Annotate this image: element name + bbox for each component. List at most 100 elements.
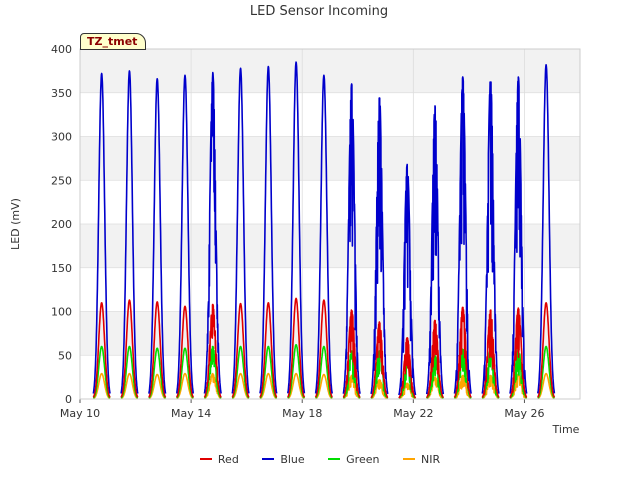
- series-red-day-5: [231, 302, 250, 398]
- series-green-day-2: [148, 347, 167, 399]
- y-tick-label: 0: [65, 393, 72, 406]
- y-tick-label: 200: [51, 218, 72, 231]
- series-blue-day-6: [259, 65, 278, 394]
- chart-title: LED Sensor Incoming: [250, 4, 388, 19]
- series-green-day-10: [370, 350, 389, 399]
- series-green-day-1: [120, 345, 139, 399]
- series-blue: [92, 61, 556, 396]
- series-red-day-1: [120, 299, 139, 398]
- y-tick-label: 400: [51, 43, 72, 56]
- legend-label-blue: Blue: [280, 453, 305, 466]
- series-red-day-9: [342, 309, 361, 398]
- series-green-day-3: [176, 347, 194, 399]
- y-tick-label: 350: [51, 87, 72, 100]
- series-nir-day-8: [314, 373, 333, 400]
- series-blue-day-12: [425, 105, 445, 395]
- series-red-day-3: [175, 305, 195, 398]
- series-nir-day-0: [92, 372, 111, 400]
- series-red-day-8: [314, 299, 333, 398]
- series-red-day-7: [287, 297, 306, 398]
- series-red-day-2: [148, 301, 167, 398]
- series-nir-day-3: [176, 372, 194, 400]
- series-blue-day-0: [92, 72, 111, 394]
- series-green-day-6: [259, 345, 278, 399]
- axes: 0 50 100 150 200 250 300 350 400 May 10 May 14 May …: [51, 43, 581, 420]
- series-nir-day-16: [537, 372, 556, 400]
- legend-swatch-red: [199, 458, 212, 460]
- legend-swatch-green: [328, 458, 341, 460]
- legend: Red Blue Green NIR: [0, 453, 640, 466]
- series-blue-day-7: [287, 61, 306, 394]
- series-nir-day-6: [259, 372, 278, 400]
- series-blue-day-14: [481, 81, 500, 394]
- x-tick-label: May 10: [60, 407, 100, 420]
- y-tick-label: 250: [51, 174, 72, 187]
- series-red-day-13: [453, 306, 472, 398]
- series-blue-day-5: [231, 67, 250, 394]
- y-tick-label: 100: [51, 306, 72, 319]
- series-red-day-14: [481, 309, 500, 398]
- series-blue-day-3: [175, 74, 195, 394]
- series-blue-day-9: [342, 83, 361, 394]
- series-green-day-0: [92, 345, 111, 399]
- series-nir-day-1: [120, 372, 139, 400]
- series-blue-day-11: [398, 163, 417, 396]
- series-blue-day-13: [453, 76, 472, 394]
- series-blue-day-1: [120, 70, 139, 394]
- series-green-day-7: [287, 343, 306, 399]
- series-nir-day-4: [203, 372, 222, 400]
- series-red-day-11: [398, 336, 417, 399]
- x-axis-label: Time: [552, 423, 580, 436]
- series-nir-day-5: [231, 372, 250, 400]
- x-tick-label: May 22: [393, 407, 433, 420]
- legend-swatch-nir: [402, 458, 415, 460]
- legend-item-nir: NIR: [402, 453, 441, 466]
- legend-swatch-blue: [262, 458, 275, 460]
- series-green-day-9: [342, 350, 361, 399]
- x-tick-label: May 26: [504, 407, 544, 420]
- series-blue-day-2: [148, 78, 167, 394]
- legend-label-green: Green: [346, 453, 380, 466]
- series-nir-day-12: [426, 376, 444, 400]
- background-band: [80, 49, 580, 93]
- y-tick-label: 50: [58, 349, 72, 362]
- site-label-tag: TZ_tmet: [80, 33, 147, 50]
- y-tick-label: 300: [51, 131, 72, 144]
- x-tick-label: May 18: [282, 407, 322, 420]
- legend-item-green: Green: [328, 453, 379, 466]
- series-nir-day-13: [453, 374, 472, 400]
- series-red-day-16: [537, 301, 556, 398]
- series-red-day-15: [509, 307, 528, 398]
- series-red-day-0: [92, 301, 111, 398]
- y-axis-label: LED (mV): [9, 198, 22, 250]
- series-blue-day-4: [203, 71, 222, 394]
- series-red: [92, 297, 556, 399]
- y-tick-label: 150: [51, 262, 72, 275]
- plot-border: [79, 48, 581, 400]
- series-green-day-16: [537, 345, 556, 399]
- series-green-day-4: [203, 345, 222, 399]
- series-red-day-10: [370, 321, 389, 399]
- legend-item-blue: Blue: [262, 453, 305, 466]
- series-nir-day-7: [287, 372, 306, 400]
- series-green-day-13: [453, 348, 472, 399]
- legend-label-nir: NIR: [420, 453, 441, 466]
- series-green-day-8: [314, 345, 333, 399]
- series-red-day-6: [259, 301, 278, 398]
- background-band: [80, 136, 580, 181]
- background-band: [80, 224, 580, 268]
- series-blue-day-10: [370, 97, 389, 395]
- series-nir-day-2: [148, 373, 167, 400]
- series-red-day-12: [425, 319, 445, 399]
- legend-label-red: Red: [217, 453, 239, 466]
- x-tick-label: May 14: [171, 407, 211, 420]
- series-blue-day-8: [314, 74, 333, 394]
- legend-item-red: Red: [199, 453, 239, 466]
- series-blue-day-16: [537, 64, 556, 394]
- series-red-day-4: [203, 303, 222, 398]
- series-blue-day-15: [509, 76, 528, 394]
- series-green-day-5: [231, 345, 250, 399]
- series-layer: [92, 61, 556, 400]
